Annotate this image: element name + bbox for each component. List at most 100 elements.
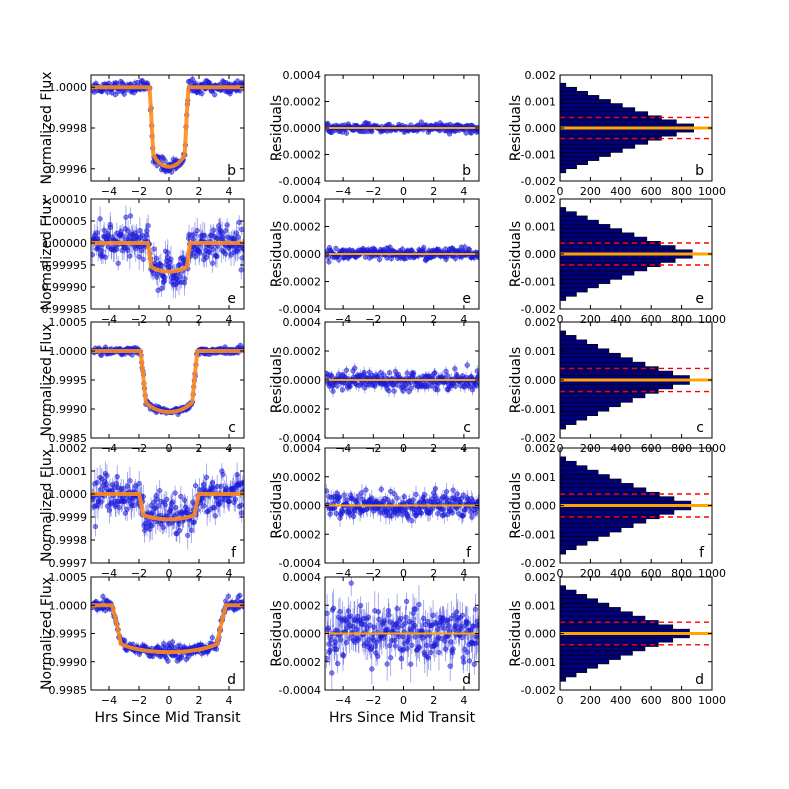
- residuals-f-point: [401, 493, 407, 500]
- histogram-b-bar: [560, 91, 588, 96]
- histogram-f-ytick-label: -0.002: [521, 557, 556, 570]
- lightcurve-f-point: [239, 510, 244, 516]
- residuals-e-xtick-label: −2: [365, 313, 381, 326]
- lightcurve-e-point: [124, 247, 131, 254]
- lightcurve-f-point: [200, 481, 207, 488]
- histogram-c-bar: [560, 424, 566, 430]
- residuals-f-point: [391, 491, 397, 497]
- lightcurve-e-point: [99, 248, 105, 254]
- lightcurve-f-point: [124, 506, 130, 513]
- histogram-e-ytick-label: 0.002: [525, 193, 557, 206]
- residuals-f-point: [432, 485, 439, 492]
- histogram-f-bar: [560, 545, 577, 551]
- lightcurve-f-point: [114, 473, 120, 480]
- lightcurve-e-point: [194, 227, 200, 234]
- lightcurve-e-point: [214, 253, 220, 260]
- residuals-f-point: [378, 486, 384, 492]
- histogram-e-bar: [560, 207, 567, 212]
- residuals-f-ytick-label: 0.0004: [283, 442, 322, 455]
- residuals-c-point: [372, 383, 378, 389]
- residuals-b-ytick-label: 0.0004: [283, 69, 322, 82]
- lightcurve-f-point: [162, 502, 168, 508]
- residuals-f-point: [369, 495, 375, 501]
- lightcurve-b-panel: 0.9996 0.9998 1.0000 −4 −2 0 2 4 Normalized Flux…: [39, 72, 245, 198]
- lightcurve-e-point: [206, 249, 213, 256]
- residuals-f-ytick-label: 0.0002: [283, 471, 322, 484]
- histogram-e-xtick-label: 800: [671, 313, 692, 326]
- lightcurve-b-point: [162, 158, 168, 164]
- residuals-c-points: [325, 360, 479, 398]
- lightcurve-f-ytick-label: 0.9998: [49, 534, 88, 547]
- lightcurve-e-point: [151, 246, 157, 252]
- residuals-c-point: [443, 368, 449, 375]
- lightcurve-b-point: [121, 91, 127, 97]
- residuals-b-ytick-label: -0.0004: [279, 175, 321, 188]
- residuals-b-ylabel: Residuals: [269, 95, 285, 161]
- lightcurve-e-point: [239, 226, 244, 233]
- lightcurve-f-point: [164, 496, 170, 503]
- lightcurve-f-point: [185, 532, 191, 539]
- residuals-e-panel-letter: e: [462, 291, 471, 307]
- histogram-f-bar: [560, 465, 588, 471]
- lightcurve-f-ytick-label: 0.9997: [49, 557, 88, 570]
- lightcurve-e-xtick-label: 2: [196, 313, 203, 326]
- lightcurve-f-point: [234, 472, 240, 478]
- residuals-e-point: [333, 245, 339, 252]
- lightcurve-f-point: [217, 500, 223, 506]
- histogram-f-xtick-label: 0: [557, 567, 564, 580]
- histogram-c-bar: [560, 410, 598, 416]
- histogram-b-panel: -0.002 -0.001 0.000 0.001 0.002 0 200 400 600 800…: [508, 69, 726, 198]
- histogram-f-panel-letter: f: [699, 545, 705, 561]
- residuals-f-point: [327, 511, 333, 517]
- lightcurve-b-points: [91, 75, 244, 175]
- residuals-f-panel-letter: f: [466, 545, 472, 561]
- residuals-c-point: [474, 368, 479, 374]
- residuals-f-point: [476, 498, 479, 505]
- residuals-c-point: [408, 385, 414, 391]
- histogram-e-bar: [560, 215, 588, 221]
- histogram-e-bar: [560, 270, 635, 276]
- lightcurve-f-point: [92, 523, 99, 530]
- histogram-b-bar: [560, 144, 636, 149]
- residuals-f-point: [350, 513, 357, 520]
- lightcurve-b-ytick-label: 0.9996: [49, 163, 88, 176]
- lightcurve-e-ytick-label: 0.99985: [42, 303, 88, 316]
- histogram-e-bar: [560, 279, 611, 284]
- residuals-e-ytick-label: -0.0004: [279, 303, 321, 316]
- residuals-c-point: [475, 373, 479, 379]
- lightcurve-f-point: [212, 513, 218, 519]
- lightcurve-c-model-curve: [91, 349, 244, 414]
- lightcurve-f-point: [94, 479, 100, 486]
- lightcurve-f-model-curve: [91, 492, 244, 522]
- lightcurve-e-point: [158, 262, 164, 268]
- lightcurve-e-point: [210, 246, 216, 253]
- lightcurve-f-xtick-label: 2: [196, 567, 203, 580]
- residuals-c-point: [380, 372, 387, 378]
- residuals-c-ylabel: Residuals: [269, 347, 285, 413]
- lightcurve-e-point: [140, 256, 146, 263]
- histogram-f-bar: [560, 522, 634, 528]
- lightcurve-c-panel-letter: c: [228, 420, 236, 436]
- lightcurve-f-point: [154, 496, 160, 502]
- histogram-b-xtick-label: 200: [580, 185, 601, 198]
- lightcurve-e-point: [223, 228, 229, 234]
- residuals-e-ytick-label: 0.0000: [283, 248, 322, 261]
- residuals-f-point: [441, 507, 447, 513]
- histogram-b-bar: [560, 115, 662, 121]
- lightcurve-e-point: [113, 246, 120, 252]
- histogram-b-panel-letter: b: [695, 163, 704, 179]
- lightcurve-e-ytick-label: 0.99990: [42, 281, 88, 294]
- lightcurve-e-point: [118, 228, 124, 235]
- lightcurve-e-point: [127, 213, 134, 219]
- lightcurve-c-ytick-label: 0.9995: [49, 374, 88, 387]
- histogram-c-bar: [560, 370, 674, 376]
- lightcurve-e-point: [235, 234, 241, 240]
- lightcurve-c-ytick-label: 0.9990: [49, 403, 88, 416]
- lightcurve-b-ytick-label: 1.0000: [49, 81, 88, 94]
- lightcurve-f-point: [232, 496, 239, 503]
- lightcurve-f-point: [188, 527, 195, 534]
- histogram-e-ytick-label: 0.001: [525, 221, 557, 234]
- lightcurve-d-points: [91, 592, 244, 665]
- residuals-c-point: [361, 369, 367, 376]
- lightcurve-f-panel-letter: f: [231, 545, 237, 561]
